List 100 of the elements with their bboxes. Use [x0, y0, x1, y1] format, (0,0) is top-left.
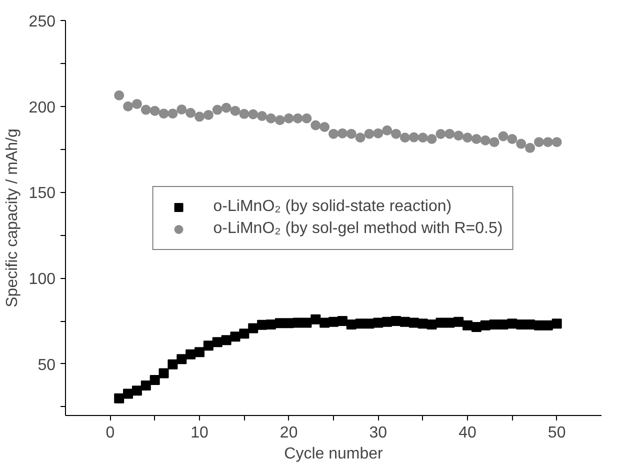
- point: [310, 120, 321, 130]
- x-tick-label: 20: [280, 424, 298, 442]
- point: [176, 104, 187, 114]
- point: [132, 386, 142, 396]
- point: [355, 132, 366, 143]
- x-tick-label: 50: [548, 424, 566, 442]
- point: [346, 319, 356, 330]
- y-tick-label: 200: [28, 99, 56, 116]
- point: [525, 319, 536, 330]
- point: [408, 132, 419, 142]
- point: [498, 131, 508, 142]
- y-tick-label: 150: [28, 185, 56, 202]
- point: [221, 102, 232, 113]
- point: [284, 318, 294, 328]
- x-tick-label: 40: [458, 424, 476, 442]
- point: [480, 320, 490, 330]
- point: [203, 340, 214, 351]
- point: [444, 318, 455, 328]
- point: [257, 110, 268, 121]
- point: [168, 359, 178, 370]
- point: [248, 323, 258, 334]
- point: [436, 318, 446, 328]
- point: [552, 318, 562, 329]
- point: [471, 322, 482, 332]
- point: [203, 110, 214, 120]
- point: [158, 108, 169, 119]
- x-tick-label: 10: [190, 424, 208, 442]
- point: [168, 108, 178, 119]
- point: [382, 125, 392, 136]
- point: [454, 316, 464, 327]
- point: [444, 128, 455, 139]
- point: [123, 388, 134, 399]
- point: [292, 113, 303, 124]
- point: [516, 138, 526, 149]
- point: [391, 128, 402, 139]
- point: [454, 130, 464, 141]
- point: [239, 328, 250, 339]
- point: [480, 135, 490, 146]
- point: [320, 318, 330, 328]
- point: [328, 316, 338, 327]
- point: [114, 393, 124, 404]
- point: [426, 134, 437, 144]
- point: [408, 318, 419, 328]
- point: [140, 380, 151, 390]
- point: [400, 132, 410, 143]
- point: [364, 318, 374, 329]
- point: [542, 320, 553, 330]
- legend-label: o-LiMnO₂ (by sol-gel method with R=0.5): [213, 220, 503, 238]
- point: [310, 314, 321, 324]
- x-tick-label: 0: [106, 424, 115, 442]
- point: [284, 113, 294, 124]
- point: [364, 128, 374, 139]
- y-tick-label: 100: [28, 271, 56, 288]
- point: [373, 318, 384, 328]
- point: [266, 113, 276, 124]
- point: [266, 319, 276, 330]
- point: [150, 106, 160, 116]
- point: [212, 104, 222, 115]
- point: [194, 347, 204, 358]
- point: [274, 115, 285, 126]
- point: [436, 129, 446, 140]
- point: [462, 132, 472, 143]
- point: [212, 337, 222, 348]
- x-axis-title: Cycle number: [284, 446, 384, 462]
- point: [123, 101, 134, 112]
- point: [248, 109, 258, 120]
- point: [274, 318, 285, 328]
- point: [158, 368, 169, 378]
- point: [471, 134, 482, 144]
- point: [552, 137, 562, 148]
- point: [507, 134, 518, 144]
- point: [498, 319, 508, 330]
- point: [186, 108, 196, 118]
- point: [114, 90, 124, 100]
- point: [239, 108, 250, 119]
- point: [542, 137, 553, 148]
- point: [132, 98, 142, 109]
- point: [346, 128, 356, 139]
- point: [462, 320, 472, 330]
- point: [373, 128, 384, 138]
- point: [221, 335, 232, 346]
- point: [489, 137, 500, 148]
- point: [140, 104, 151, 115]
- point: [534, 320, 544, 330]
- point: [534, 137, 544, 148]
- point: [507, 318, 518, 329]
- y-axis-title: Specific capacity / mAh/g: [4, 128, 21, 308]
- point: [320, 122, 330, 132]
- point: [230, 106, 240, 116]
- point: [302, 113, 312, 124]
- y-tick-label: 250: [28, 14, 56, 30]
- point: [516, 319, 526, 330]
- point: [176, 354, 187, 364]
- legend-label: o-LiMnO₂ (by solid-state reaction): [213, 198, 452, 216]
- point: [525, 142, 536, 153]
- y-tick-label: 50: [38, 356, 56, 374]
- point: [302, 318, 312, 328]
- point: [337, 316, 348, 326]
- point: [400, 316, 410, 327]
- point: [418, 318, 428, 329]
